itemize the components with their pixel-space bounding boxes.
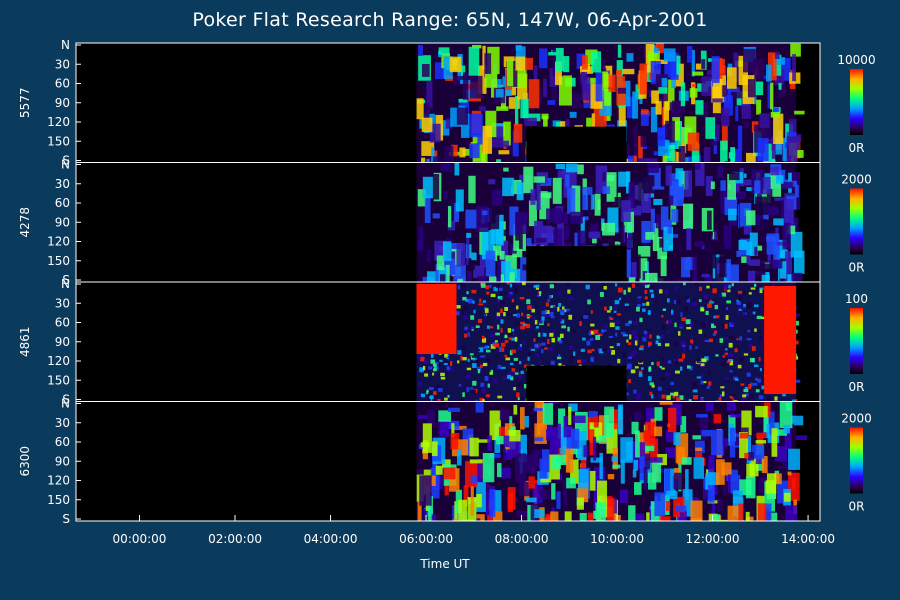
y-tick-label: 60: [55, 77, 70, 91]
panel-5577: N 30 60 90 120 150 S 5577 10000 0R: [18, 38, 876, 168]
y-tick-label: 60: [55, 435, 70, 449]
panel-name-label: 4278: [18, 207, 32, 238]
y-tick-label: 60: [55, 316, 70, 330]
y-tick-label: 30: [55, 57, 70, 71]
x-tick-label: 02:00:00: [208, 532, 262, 546]
colorbar-max-label: 100: [845, 292, 868, 306]
y-tick-label: S: [62, 154, 70, 168]
y-tick-label: 150: [47, 493, 70, 507]
y-tick-label: S: [62, 512, 70, 526]
y-tick-label: N: [61, 277, 70, 291]
panel-data-image: [416, 401, 808, 521]
colorbar-max-label: 2000: [841, 173, 872, 187]
panel-4861: N 30 60 90 120 150 S 4861 100 0R: [18, 277, 868, 407]
colorbar-min-label: 0R: [849, 500, 865, 514]
x-tick-label: 10:00:00: [590, 532, 644, 546]
colorbar: [850, 69, 863, 135]
y-tick-label: S: [62, 273, 70, 287]
colorbar: [850, 308, 863, 374]
x-tick-label: 04:00:00: [304, 532, 358, 546]
y-tick-label: 30: [55, 177, 70, 191]
y-tick-label: 120: [47, 474, 70, 488]
panel-name-label: 6300: [18, 446, 32, 477]
colorbar: [850, 188, 863, 255]
colorbar-min-label: 0R: [849, 380, 865, 394]
colorbar-max-label: 10000: [837, 53, 875, 67]
colorbar: [850, 427, 863, 494]
x-axis-label: Time UT: [419, 557, 470, 571]
x-tick-label: 06:00:00: [399, 532, 453, 546]
panel-data-image: [416, 282, 801, 402]
panel-6300: N 30 60 90 120 150 S 6300 2000 0R: [18, 397, 872, 527]
y-tick-label: 90: [55, 335, 70, 349]
colorbar-min-label: 0R: [849, 141, 865, 155]
y-tick-label: 150: [47, 373, 70, 387]
y-tick-label: 30: [55, 296, 70, 310]
y-tick-label: N: [61, 397, 70, 411]
y-tick-label: N: [61, 38, 70, 52]
y-tick-label: 150: [47, 134, 70, 148]
panel-data-image: [416, 43, 805, 163]
colorbar-min-label: 0R: [849, 261, 865, 275]
y-tick-label: 120: [47, 354, 70, 368]
y-tick-label: 90: [55, 454, 70, 468]
panel-name-label: 4861: [18, 326, 32, 357]
x-tick-label: 12:00:00: [686, 532, 740, 546]
y-tick-label: 120: [47, 235, 70, 249]
y-tick-label: 30: [55, 416, 70, 430]
y-tick-label: 60: [55, 196, 70, 210]
x-tick-label: 08:00:00: [495, 532, 549, 546]
panel-4278: N 30 60 90 120 150 S 4278 2000 0R: [18, 158, 872, 288]
colorbar-max-label: 2000: [841, 412, 872, 426]
panel-data-image: [416, 162, 805, 282]
y-tick-label: 150: [47, 254, 70, 268]
panel-name-label: 5577: [18, 87, 32, 118]
y-tick-label: S: [62, 393, 70, 407]
chart-title: Poker Flat Research Range: 65N, 147W, 06…: [192, 9, 708, 31]
y-tick-label: N: [61, 158, 70, 172]
x-tick-label: 14:00:00: [781, 532, 835, 546]
y-tick-label: 90: [55, 96, 70, 110]
y-tick-label: 120: [47, 115, 70, 129]
y-tick-label: 90: [55, 215, 70, 229]
x-tick-label: 00:00:00: [113, 532, 167, 546]
